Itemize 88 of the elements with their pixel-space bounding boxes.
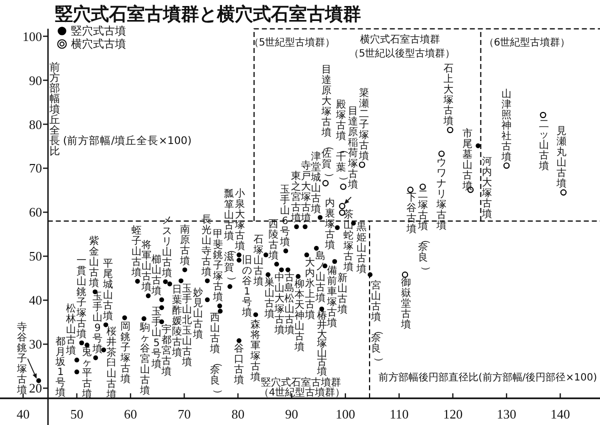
- x-tick-label: 120: [443, 406, 463, 422]
- annotation: （4世紀型古墳群）: [258, 386, 346, 398]
- y-tick-label: 90: [29, 72, 42, 88]
- data-label: 岡銚子塚古墳: [120, 322, 131, 386]
- annotation: （5世紀型古墳群）: [248, 36, 336, 48]
- data-label: 玉手山6号墳: [279, 184, 290, 248]
- data-label: 都月坂1号墳: [54, 336, 66, 399]
- data-label: メスリ山古墳: [161, 216, 172, 279]
- data-label: 平尾城山古墳: [102, 258, 113, 322]
- x-tick-label: 60: [124, 406, 138, 422]
- x-tick-label: 90: [285, 406, 298, 422]
- data-label: 簗瀬二子塚古墳: [358, 87, 369, 162]
- x-axis-title: 前方部幅後円部直径比(前方部幅/後円部径×100): [378, 372, 598, 384]
- data-label: 紫金山古墳: [88, 235, 100, 290]
- x-tick-label: 80: [231, 406, 244, 422]
- data-label: 茶山蛇塚古墳: [342, 208, 354, 273]
- data-label: ウワナリ塚古墳: [436, 158, 446, 232]
- x-tick-label: 50: [70, 406, 84, 422]
- y-tick-label: 50: [29, 248, 42, 264]
- y-axis-title: 前方部幅墳丘全長比(前方部幅/墳丘全長×100): [48, 61, 192, 158]
- data-label: 椿井大塚山古墳: [316, 310, 328, 378]
- data-label: 南原古墳: [178, 224, 190, 268]
- data-label: 巣山古墳: [264, 276, 274, 320]
- data-label: 旧の谷1号墳: [241, 254, 252, 318]
- data-label: 甲斐銚子塚古墳: [212, 229, 223, 304]
- x-tick-label: 110: [390, 406, 409, 422]
- data-label: 大内氷上古墳: [304, 256, 315, 322]
- data-label: 黒姫山古墳: [356, 222, 367, 275]
- data-label: 玉手山5号墳: [150, 306, 162, 370]
- data-label: 宮山古墳（奈良）: [370, 279, 384, 367]
- data-label: 西山古墳（奈良）: [209, 312, 224, 399]
- x-tick-label: 70: [178, 406, 191, 422]
- data-label: 駒ヶ谷宮山古墳: [139, 322, 150, 396]
- y-tick-label: 70: [29, 160, 42, 176]
- data-label: 妙見山古墳: [192, 288, 203, 340]
- chart-title: 竪穴式石室古墳群と横穴式石室古墳群: [55, 4, 361, 25]
- data-label: 松林山古墳: [64, 302, 76, 356]
- annotation: 横穴式石室古墳群: [360, 34, 440, 46]
- y-tick-label: 30: [29, 336, 42, 352]
- data-label: 河内大塚古墳: [481, 156, 492, 220]
- data-label: 寺谷銚子塚古墳: [16, 320, 27, 396]
- data-label: 山津照神社古墳: [500, 88, 512, 163]
- data-label: 将軍山古墳: [140, 239, 152, 294]
- data-label: 櫛山古墳: [150, 254, 162, 297]
- data-label: 石塚山古墳: [252, 234, 264, 288]
- data-label: 古島松山古墳: [284, 272, 294, 336]
- data-label: 内裏塚古墳: [324, 196, 335, 251]
- data-label: 御嶽堂古墳: [400, 277, 411, 330]
- data-label: 蛭子山古墳: [130, 224, 142, 278]
- data-label: 日葉酢媛陵古墳: [171, 284, 182, 359]
- x-tick-label: 140: [550, 406, 570, 422]
- data-label: 一貫山銚子塚古墳: [76, 256, 87, 340]
- y-tick-label: 40: [29, 292, 42, 308]
- data-label: 市尾墓山古墳: [462, 128, 472, 192]
- data-label: 玉手山北玉山古墳: [181, 284, 192, 368]
- data-label: 備前車塚古墳: [326, 266, 337, 330]
- data-label: 柳本天神山古墳: [294, 278, 304, 354]
- annotation: （5世紀以後型古墳群）: [348, 48, 456, 60]
- data-label: 島ノ山古墳: [314, 250, 326, 304]
- data-label: 二ッ山古墳: [538, 118, 549, 172]
- data-label: 中山大塚古墳: [274, 272, 284, 336]
- data-label: 津堂城山古墳: [310, 150, 322, 215]
- data-label: 殿塚古墳（千葉）: [335, 100, 349, 186]
- data-label: 森将軍塚古墳: [250, 318, 261, 383]
- x-tick-label: 100: [336, 406, 356, 422]
- legend-label: 横穴式古墳: [71, 38, 126, 50]
- y-tick-label: 20: [29, 380, 42, 396]
- data-label: 谷口古墳: [233, 342, 244, 386]
- x-tick-label: 130: [496, 406, 516, 422]
- x-tick-label: 40: [16, 406, 30, 422]
- data-label: 西陵古墳: [268, 218, 278, 262]
- data-label: 目達原大塚古墳（佐賀）: [320, 64, 334, 182]
- y-tick-label: 80: [29, 116, 42, 132]
- data-label: 小泉大塚古墳: [234, 188, 245, 252]
- legend-label: 竪穴式古墳: [71, 24, 126, 38]
- data-label: 寺戸大塚古墳: [300, 160, 312, 224]
- data-label: 目達原稲荷塚古墳: [347, 106, 358, 190]
- annotation: （6世紀型古墳群）: [484, 36, 570, 48]
- data-label: 見瀬丸山古墳: [556, 126, 566, 190]
- y-tick-label: 60: [29, 204, 42, 220]
- data-label: 新山古墳: [336, 272, 348, 316]
- data-label: 二塚古墳（奈良）: [417, 190, 431, 276]
- data-label: 宇都宮古墳: [160, 324, 172, 378]
- data-label: 石上大塚古墳: [442, 64, 454, 128]
- data-label: 玉手山9号墳: [92, 292, 103, 356]
- y-tick-label: 100: [22, 28, 42, 44]
- data-label: 下谷古墳: [406, 192, 417, 235]
- annotation: 竪穴式石室古墳群: [261, 376, 341, 388]
